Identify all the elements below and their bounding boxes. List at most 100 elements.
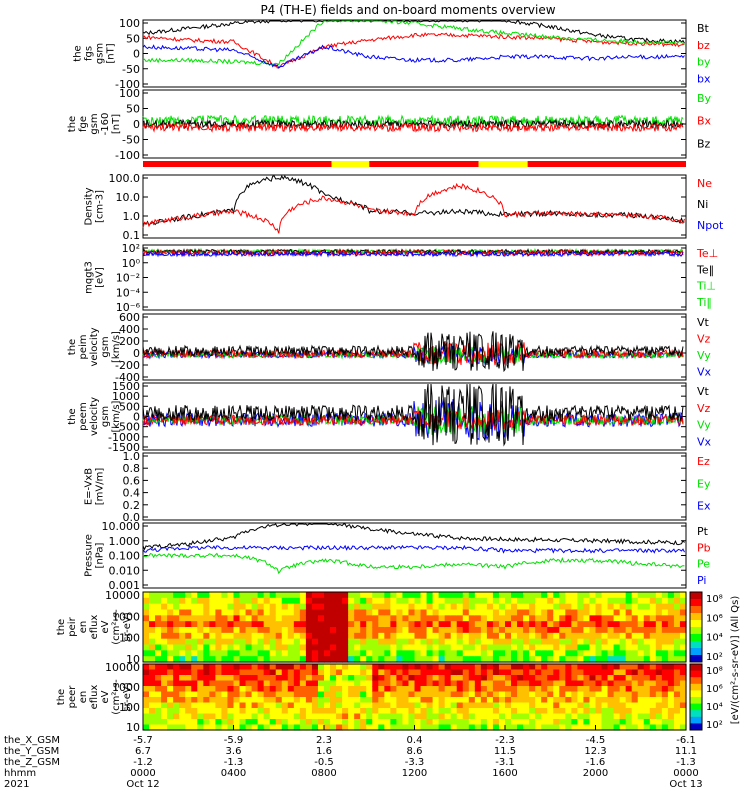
- spectro-cell: [571, 632, 578, 640]
- spectro-cell: [263, 686, 271, 693]
- spectro-cell: [305, 708, 313, 715]
- spectro-cell: [203, 627, 210, 634]
- y-tick-label: 0.2: [123, 499, 141, 512]
- spectro-cell: [161, 675, 168, 682]
- spectro-cell: [378, 603, 385, 611]
- spectro-cell: [414, 603, 422, 611]
- spectro-cell: [456, 691, 464, 698]
- spectro-cell: [305, 650, 313, 657]
- spectro-cell: [203, 592, 210, 599]
- spectro-cell: [468, 680, 476, 687]
- y-tick-label: -1000: [108, 431, 140, 444]
- y-tick-label: -200: [115, 359, 140, 372]
- spectro-cell: [143, 691, 150, 698]
- spectro-cell: [396, 686, 404, 693]
- spectro-cell: [173, 603, 180, 611]
- spectro-cell: [571, 597, 578, 605]
- spectro-cell: [468, 627, 476, 634]
- spectro-cell: [547, 597, 554, 605]
- spectro-cell: [595, 627, 603, 634]
- spectro-cell: [233, 664, 241, 671]
- spectro-cell: [450, 708, 458, 715]
- x-tick-label: 12.3: [584, 746, 606, 757]
- spectro-cell: [559, 669, 566, 676]
- spectro-cell: [517, 713, 524, 720]
- spectro-cell: [245, 675, 253, 682]
- spectro-cell: [378, 650, 385, 657]
- spectro-cell: [511, 675, 518, 682]
- spectro-cell: [577, 644, 585, 651]
- spectro-cell: [450, 656, 458, 663]
- y-axis-label: eV: [100, 690, 111, 703]
- spectro-cell: [179, 609, 186, 616]
- spectro-cell: [239, 627, 247, 634]
- spectro-cell: [378, 713, 385, 720]
- spectro-cell: [305, 627, 313, 634]
- spectro-cell: [486, 592, 494, 599]
- spectro-cell: [408, 680, 416, 687]
- spectro-cell: [547, 592, 554, 599]
- spectro-cell: [179, 680, 186, 687]
- legend-Ey: Ey: [697, 477, 711, 490]
- spectro-cell: [661, 686, 669, 693]
- spectro-cell: [384, 675, 391, 682]
- y-tick-label: 0.4: [123, 487, 141, 500]
- spectro-cell: [492, 632, 500, 640]
- spectro-cell: [565, 615, 572, 622]
- spectro-cell: [311, 664, 319, 671]
- spectro-cell: [227, 621, 235, 628]
- spectro-cell: [384, 724, 391, 731]
- x-tick-label: 3.6: [226, 746, 242, 757]
- spectro-cell: [402, 656, 410, 663]
- spectro-cell: [354, 719, 361, 726]
- spectro-cell: [354, 632, 361, 640]
- spectro-cell: [336, 615, 343, 622]
- spectro-cell: [209, 609, 216, 616]
- spectro-cell: [233, 597, 241, 605]
- spectro-cell: [589, 702, 597, 709]
- spectro-cell: [414, 627, 422, 634]
- spectro-cell: [511, 719, 518, 726]
- spectro-cell: [456, 621, 464, 628]
- spectro-cell: [474, 686, 482, 693]
- spectro-cell: [420, 644, 428, 651]
- spectro-cell: [535, 686, 542, 693]
- spectro-cell: [613, 675, 621, 682]
- spectro-cell: [517, 724, 524, 731]
- spectro-cell: [462, 691, 470, 698]
- spectro-cell: [372, 597, 379, 605]
- spectro-cell: [432, 664, 440, 671]
- spectro-cell: [402, 603, 410, 611]
- spectro-cell: [583, 650, 591, 657]
- y-axis-label: Pressure: [84, 534, 95, 577]
- spectro-cell: [239, 638, 247, 646]
- spectro-cell: [324, 644, 331, 651]
- spectro-cell: [197, 615, 204, 622]
- spectro-cell: [378, 664, 385, 671]
- spectro-cell: [396, 644, 404, 651]
- spectro-cell: [354, 680, 361, 687]
- spectro-cell: [149, 669, 156, 676]
- spectro-cell: [498, 644, 506, 651]
- spectro-cell: [456, 675, 464, 682]
- spectro-cell: [305, 691, 313, 698]
- spectro-cell: [317, 609, 325, 616]
- spectro-cell: [637, 686, 645, 693]
- spectro-cell: [679, 609, 687, 616]
- spectro-cell: [438, 644, 446, 651]
- spectro-cell: [414, 615, 422, 622]
- spectro-cell: [245, 680, 253, 687]
- spectro-cell: [529, 656, 536, 663]
- spectro-cell: [155, 592, 162, 599]
- spectro-cell: [275, 597, 283, 605]
- trace-temp-red: [142, 248, 684, 258]
- panel-frame: [142, 174, 687, 239]
- spectro-cell: [354, 656, 361, 663]
- spectro-cell: [492, 686, 500, 693]
- spectro-cell: [390, 724, 397, 731]
- spectro-cell: [402, 615, 410, 622]
- spectro-cell: [173, 719, 180, 726]
- spectro-cell: [438, 702, 446, 709]
- spectro-cell: [535, 632, 542, 640]
